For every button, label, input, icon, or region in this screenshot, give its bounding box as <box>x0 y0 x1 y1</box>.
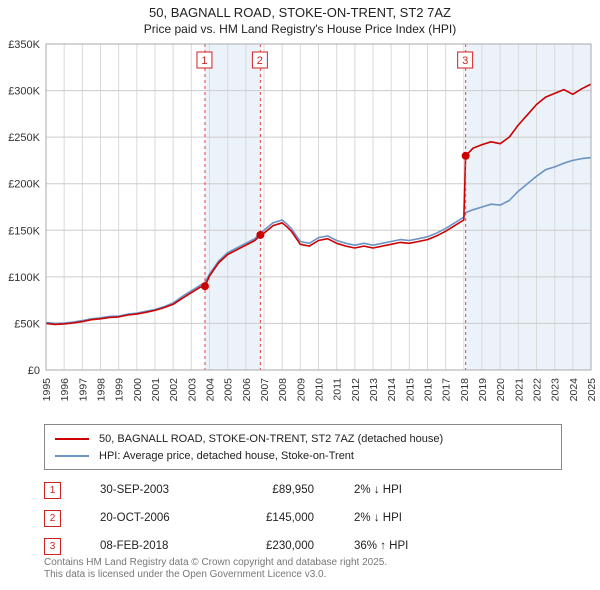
footer-line2: This data is licensed under the Open Gov… <box>44 569 327 580</box>
x-axis-label: 1995 <box>41 378 53 402</box>
transaction-num-badge: 2 <box>44 509 61 527</box>
license-footer: Contains HM Land Registry data © Crown c… <box>44 557 387 581</box>
x-axis-label: 2000 <box>132 378 144 402</box>
sale-number-box <box>251 51 268 69</box>
x-axis-label: 2005 <box>223 378 235 402</box>
x-axis-label: 2023 <box>550 378 562 402</box>
x-axis-label: 1998 <box>96 378 108 402</box>
transaction-row: 1 30-SEP-2003 £89,950 2% ↓ HPI <box>44 476 564 504</box>
transaction-hpi-change: 2% ↓ HPI <box>354 512 402 524</box>
sale-number-box <box>196 51 213 69</box>
transaction-row: 3 08-FEB-2018 £230,000 36% ↑ HPI <box>44 532 564 560</box>
sale-marker <box>256 230 265 239</box>
y-axis-label: £150K <box>8 225 40 237</box>
transaction-date: 30-SEP-2003 <box>100 484 170 496</box>
property-line-sample <box>55 437 89 440</box>
sale-number-box <box>457 51 474 69</box>
x-axis-label: 2014 <box>386 378 398 402</box>
x-axis-label: 2012 <box>350 378 362 402</box>
x-axis-label: 2009 <box>295 378 307 402</box>
x-axis-label: 2008 <box>277 378 289 402</box>
transaction-date: 08-FEB-2018 <box>100 540 169 552</box>
hpi-line-sample <box>55 454 89 457</box>
x-axis-label: 2020 <box>495 378 507 402</box>
x-axis-label: 2024 <box>568 378 580 402</box>
transaction-row: 2 20-OCT-2006 £145,000 2% ↓ HPI <box>44 504 564 532</box>
x-axis-label: 2019 <box>477 378 489 402</box>
transaction-num-badge: 3 <box>44 537 61 555</box>
x-axis-label: 2004 <box>205 378 217 402</box>
x-axis-label: 1999 <box>114 378 126 402</box>
x-axis-label: 2002 <box>168 378 180 402</box>
page-subtitle: Price paid vs. HM Land Registry's House … <box>143 22 457 36</box>
x-axis-label: 2021 <box>513 378 525 402</box>
shaded-band <box>465 44 591 370</box>
legend-hpi-label: HPI: Average price, detached house, Stok… <box>99 449 354 462</box>
price-paid-line <box>45 83 592 326</box>
price-chart: £0 £50K £100K £150K £200K £250K £300K £350K 1995… <box>8 39 598 402</box>
x-axis-label: 2010 <box>314 378 326 402</box>
legend-property-label: 50, BAGNALL ROAD, STOKE-ON-TRENT, ST2 7A… <box>99 432 444 445</box>
y-axis-label: £350K <box>8 39 40 51</box>
y-axis-label: £100K <box>8 272 40 284</box>
legend-item-property: 50, BAGNALL ROAD, STOKE-ON-TRENT, ST2 7A… <box>55 430 551 447</box>
x-axis-label: 2015 <box>404 378 416 402</box>
x-axis-label: 2007 <box>259 378 271 402</box>
transaction-price: £230,000 <box>266 540 314 552</box>
footer-line1: Contains HM Land Registry data © Crown c… <box>44 557 388 568</box>
page-title: 50, BAGNALL ROAD, STOKE-ON-TRENT, ST2 7A… <box>149 5 451 20</box>
x-axis-label: 2011 <box>332 378 344 401</box>
sale-number: 2 <box>257 55 263 67</box>
y-axis-label: £200K <box>8 179 40 191</box>
y-axis-label: £0 <box>28 365 40 377</box>
x-axis-label: 2025 <box>586 378 598 402</box>
x-axis-label: 2018 <box>459 378 471 402</box>
y-axis-label: £250K <box>8 132 40 144</box>
sale-number: 3 <box>462 55 468 67</box>
x-axis-label: 2022 <box>532 378 544 402</box>
transactions-table: 1 30-SEP-2003 £89,950 2% ↓ HPI 2 20-OCT-… <box>44 476 564 560</box>
transaction-num-badge: 1 <box>44 481 61 499</box>
sale-marker <box>461 151 470 160</box>
transaction-date: 20-OCT-2006 <box>100 512 170 524</box>
legend-item-hpi: HPI: Average price, detached house, Stok… <box>55 447 551 464</box>
legend-box: 50, BAGNALL ROAD, STOKE-ON-TRENT, ST2 7A… <box>44 424 562 470</box>
x-axis-label: 2013 <box>368 378 380 402</box>
transaction-price: £89,950 <box>272 484 314 496</box>
plot-border <box>45 43 592 371</box>
shaded-band <box>204 44 261 370</box>
x-axis-label: 2001 <box>150 378 162 402</box>
x-axis-label: 1997 <box>77 378 89 402</box>
hpi-line <box>45 156 592 325</box>
y-axis-label: £300K <box>8 86 40 98</box>
x-axis-label: 2003 <box>186 378 198 402</box>
transaction-price: £145,000 <box>266 512 314 524</box>
transaction-hpi-change: 36% ↑ HPI <box>354 540 409 552</box>
x-axis-label: 2016 <box>423 378 435 402</box>
x-axis-label: 2017 <box>441 378 453 402</box>
y-axis-label: £50K <box>14 318 40 330</box>
x-axis-label: 2006 <box>241 378 253 402</box>
sale-marker <box>200 282 209 291</box>
sale-number: 1 <box>201 55 207 67</box>
x-axis-label: 1996 <box>59 378 71 402</box>
transaction-hpi-change: 2% ↓ HPI <box>354 484 402 496</box>
